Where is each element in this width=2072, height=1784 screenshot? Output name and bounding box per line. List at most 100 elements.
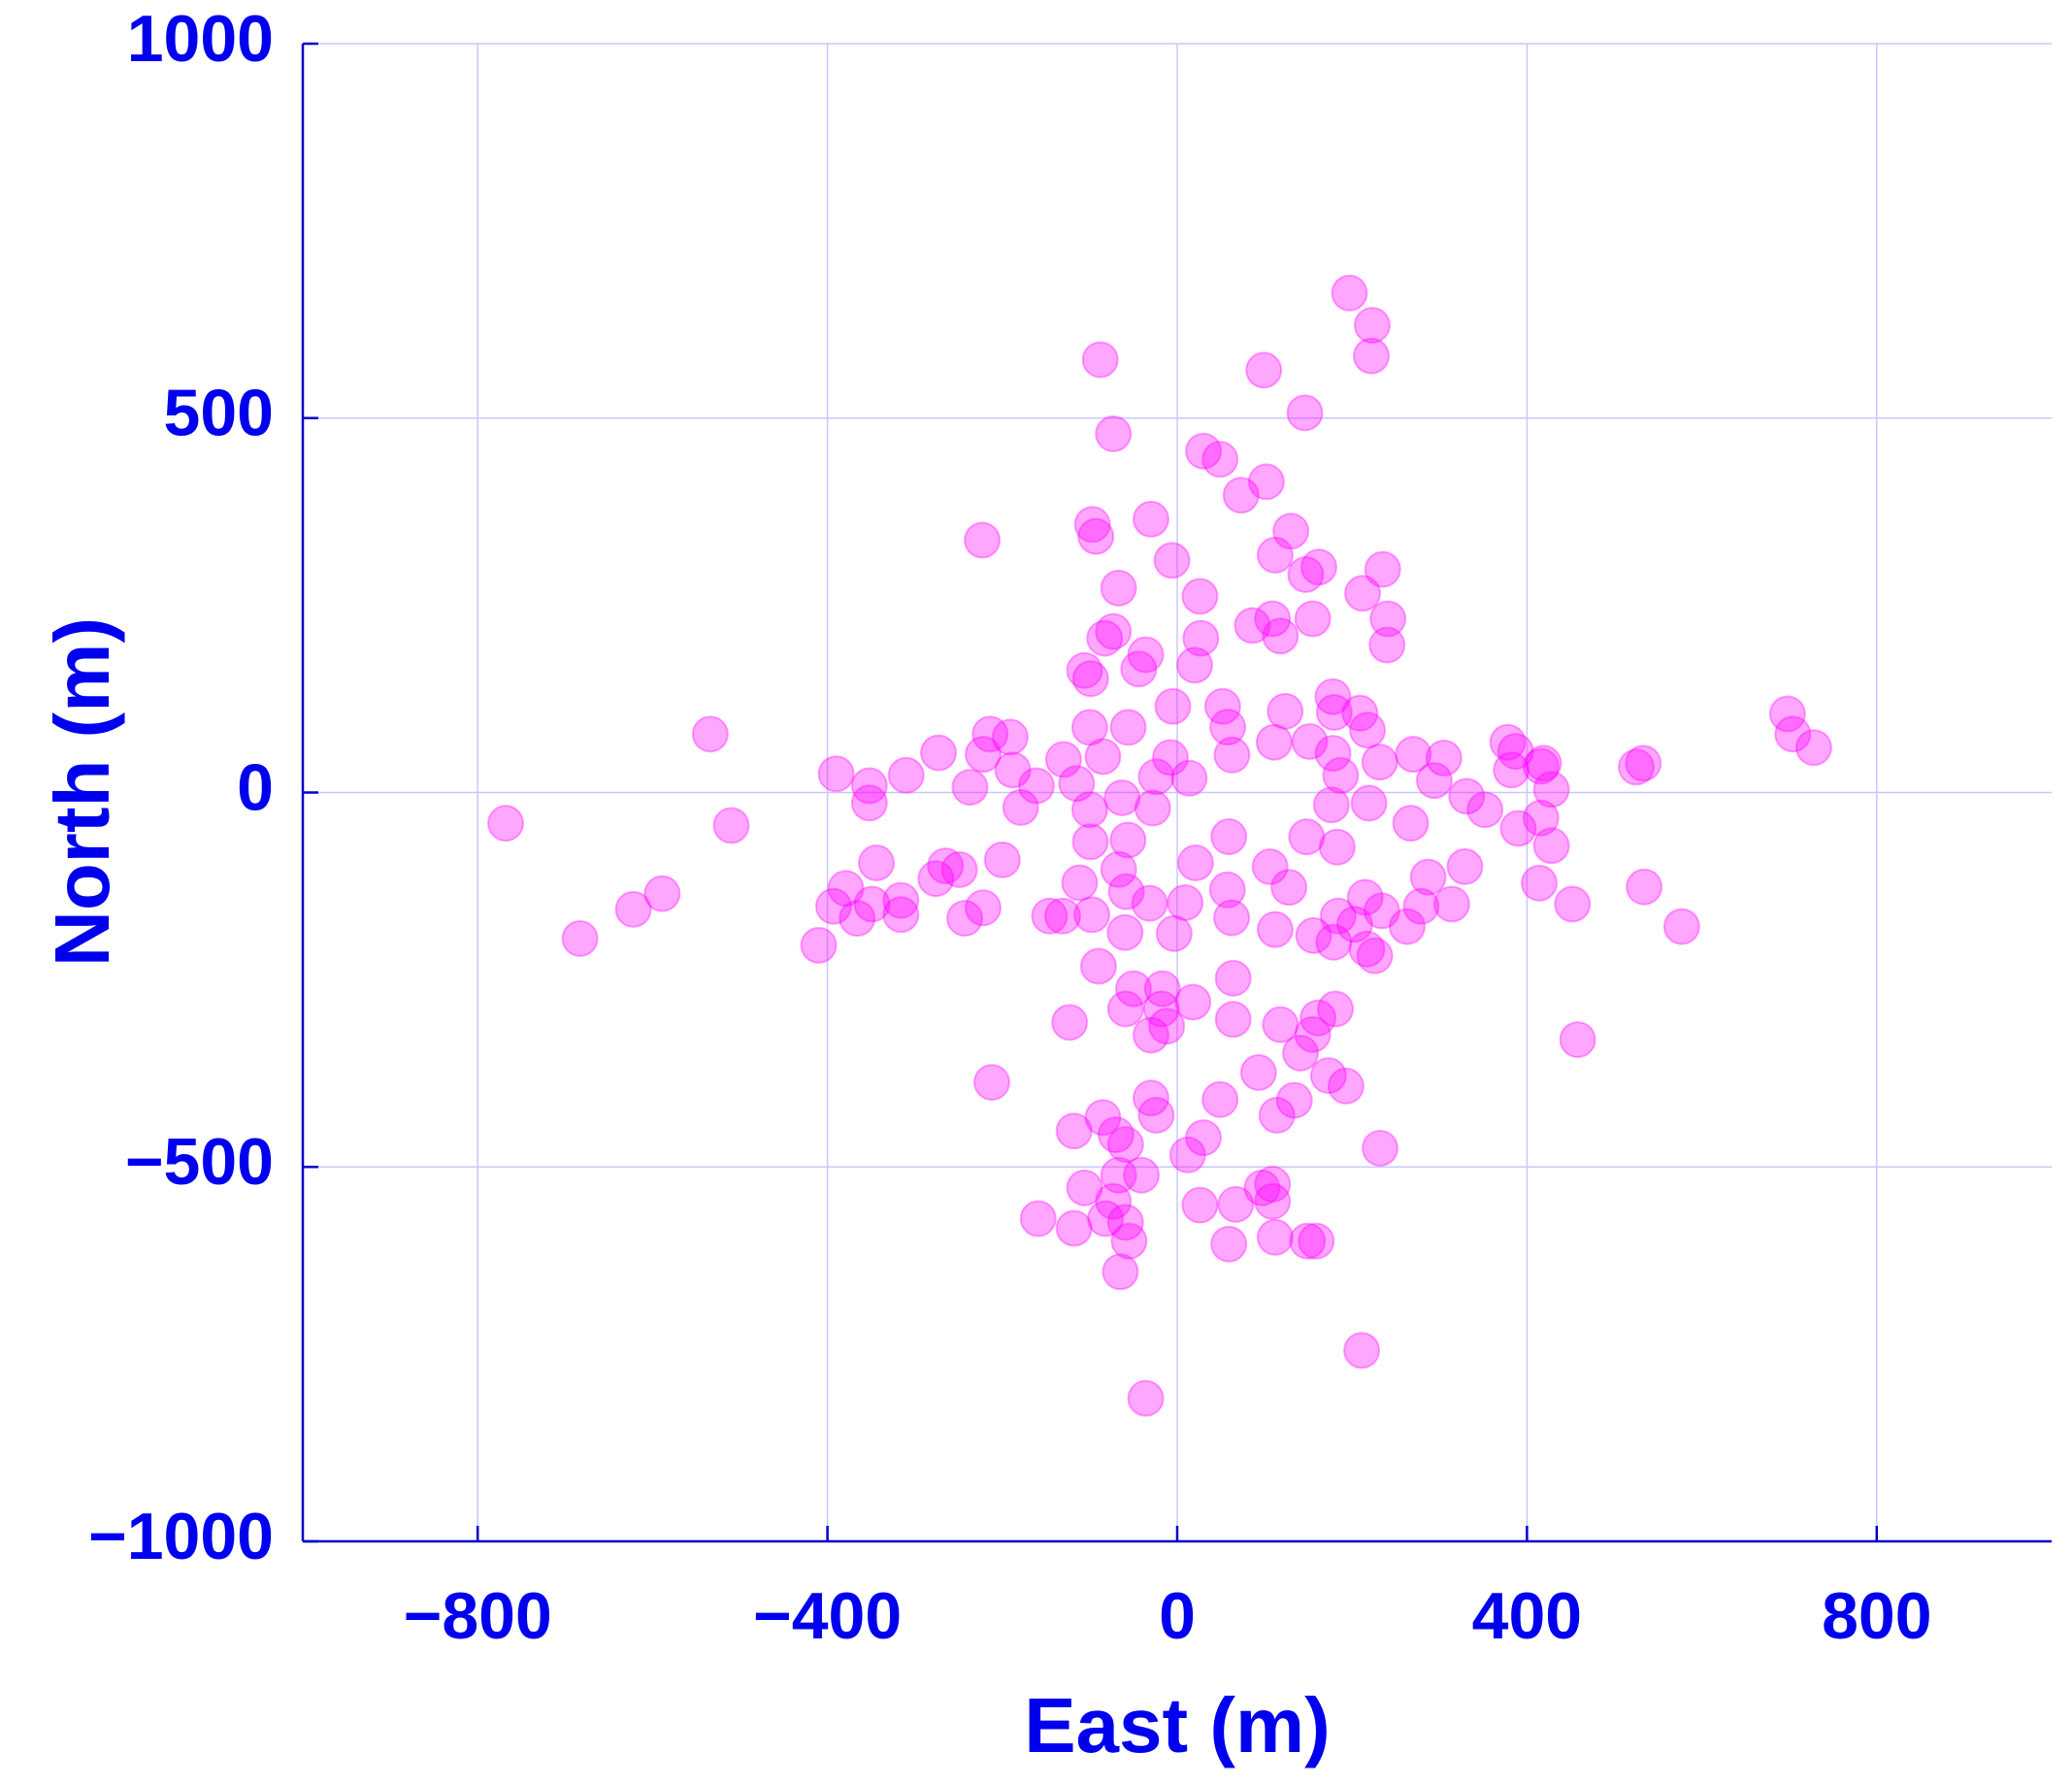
- scatter-point: [1222, 477, 1260, 514]
- scatter-point: [1017, 767, 1055, 805]
- scatter-point: [1291, 723, 1329, 761]
- scatter-point: [1299, 548, 1337, 586]
- scatter-point: [1058, 765, 1096, 803]
- scatter-point: [853, 885, 891, 923]
- x-tick-label: −800: [404, 1579, 552, 1653]
- scatter-point: [712, 807, 750, 844]
- scatter-point: [1143, 970, 1181, 1008]
- scatter-point: [1532, 827, 1570, 865]
- scatter-point: [1294, 600, 1332, 638]
- x-tick-label: 0: [1159, 1579, 1196, 1653]
- scatter-point: [1081, 341, 1119, 379]
- scatter-point: [1395, 736, 1432, 774]
- scatter-point: [1201, 1080, 1239, 1118]
- scatter-point: [1258, 1097, 1296, 1135]
- scatter-point: [850, 784, 888, 822]
- scatter-point: [1344, 575, 1382, 612]
- scatter-point: [614, 890, 652, 928]
- scatter-point: [1185, 1119, 1223, 1157]
- scatter-point: [1110, 1222, 1148, 1260]
- scatter-point: [1071, 660, 1109, 698]
- scatter-point: [1109, 821, 1147, 859]
- scatter-point: [1315, 693, 1353, 731]
- scatter-point: [1114, 970, 1152, 1008]
- scatter-point: [1341, 694, 1379, 732]
- scatter-point: [1086, 619, 1124, 657]
- scatter-point: [1522, 799, 1560, 837]
- scatter-point: [1233, 607, 1271, 644]
- scatter-point: [1132, 1016, 1169, 1054]
- scatter-point: [1137, 1097, 1175, 1135]
- scatter-point: [1103, 778, 1141, 816]
- scatter-point: [1137, 758, 1175, 796]
- scatter-point: [972, 1064, 1010, 1102]
- scatter-point: [1348, 930, 1386, 968]
- scatter-point: [1288, 818, 1326, 856]
- scatter-point: [1768, 695, 1806, 733]
- scatter-point: [1201, 441, 1239, 479]
- x-tick-label: 800: [1822, 1579, 1931, 1653]
- scatter-point: [1102, 1253, 1139, 1291]
- scatter-point: [1272, 512, 1310, 550]
- scatter-point: [1095, 612, 1133, 650]
- scatter-point: [1522, 747, 1560, 785]
- y-tick-label: −1000: [88, 1500, 274, 1573]
- scatter-point: [1349, 711, 1387, 749]
- scatter-point: [1559, 1021, 1596, 1059]
- scatter-point: [1055, 1112, 1093, 1150]
- scatter-point: [946, 900, 984, 938]
- scatter-point: [1106, 990, 1144, 1028]
- scatter-point: [1662, 908, 1700, 945]
- scatter-point: [964, 521, 1002, 559]
- scatter-point: [1182, 619, 1220, 657]
- scatter-point: [1350, 784, 1388, 822]
- scatter-point: [1362, 1129, 1399, 1167]
- scatter-point: [1107, 873, 1145, 910]
- scatter-point: [1134, 789, 1171, 827]
- scatter-point: [1070, 791, 1108, 829]
- scatter-point: [1109, 709, 1147, 746]
- scatter-point: [1275, 1081, 1313, 1119]
- scatter-point: [920, 734, 958, 772]
- scatter-point: [1309, 1057, 1347, 1095]
- scatter-point: [1148, 1008, 1186, 1045]
- scatter-point: [1208, 871, 1246, 909]
- scatter-point: [1155, 914, 1193, 952]
- scatter-point: [1217, 1185, 1255, 1223]
- scatter-point: [1388, 908, 1426, 945]
- scatter-point: [1409, 858, 1447, 896]
- scatter-point: [1327, 1067, 1365, 1105]
- scatter-point: [1625, 744, 1662, 782]
- scatter-point: [1402, 887, 1440, 925]
- scatter-point: [1525, 744, 1562, 782]
- scatter-point: [1214, 1001, 1252, 1039]
- scatter-point: [1314, 677, 1352, 715]
- scatter-point: [1255, 723, 1293, 761]
- scatter-point: [951, 769, 989, 807]
- scatter-point: [971, 715, 1009, 753]
- scatter-point: [1254, 1165, 1292, 1203]
- scatter-point: [1392, 805, 1430, 842]
- scatter-point: [1066, 1169, 1103, 1206]
- y-tick-label: 500: [164, 377, 274, 450]
- scatter-point: [1031, 897, 1069, 935]
- scatter-point: [1256, 1218, 1294, 1256]
- scatter-point: [1168, 1136, 1206, 1173]
- scatter-point: [1356, 937, 1394, 975]
- scatter-point: [1210, 1225, 1248, 1263]
- scatter-point: [1317, 990, 1355, 1028]
- scatter-point: [1282, 1034, 1320, 1072]
- scatter-point: [1314, 735, 1352, 773]
- scatter-point: [1319, 897, 1357, 935]
- scatter-point: [1322, 756, 1360, 794]
- scatter-point: [1425, 740, 1463, 777]
- scatter-point: [964, 889, 1002, 927]
- scatter-point: [839, 900, 876, 938]
- scatter-point: [1127, 636, 1165, 674]
- y-tick-label: 1000: [127, 2, 274, 76]
- scatter-point: [1466, 791, 1504, 829]
- scatter-point: [887, 756, 925, 794]
- scatter-point: [1794, 729, 1832, 767]
- y-axis-label: North (m): [39, 617, 125, 967]
